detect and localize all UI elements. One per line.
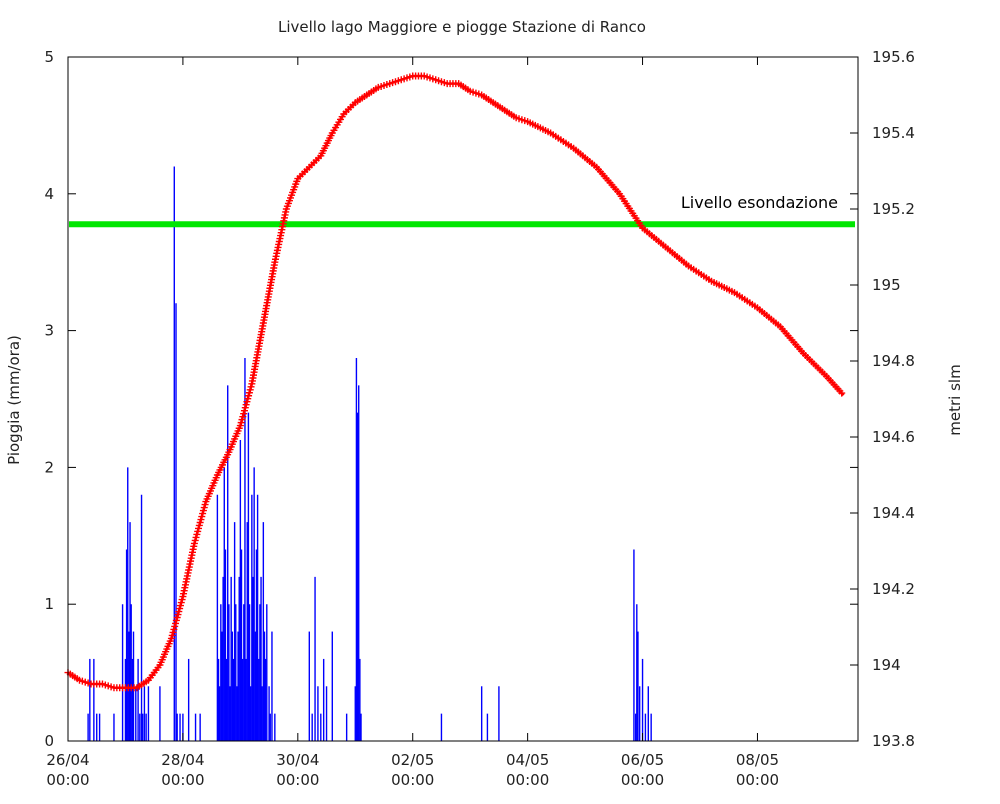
y2-tick-label: 195 (872, 276, 901, 294)
y-axis-title: Pioggia (mm/ora) (5, 335, 23, 465)
x-tick-label-time: 00:00 (736, 771, 779, 789)
x-tick-label-time: 00:00 (621, 771, 664, 789)
x-tick-label-time: 00:00 (46, 771, 89, 789)
y2-tick-label: 194.8 (872, 352, 915, 370)
y-tick-label: 1 (44, 595, 54, 613)
plot-border (67, 56, 859, 742)
x-tick-label-date: 02/05 (391, 751, 434, 769)
y2-tick-label: 194.2 (872, 580, 915, 598)
x-tick-label-date: 26/04 (46, 751, 89, 769)
x-tick-label-date: 28/04 (161, 751, 204, 769)
level-series (64, 72, 846, 692)
y-tick-label: 3 (44, 322, 54, 340)
axis-ticks: 0 1 2 3 4 5 193.8 194 194.2 194.4 194.6 194.8 195 195… (44, 48, 915, 789)
y-tick-label: 4 (44, 185, 54, 203)
y2-axis-title: metri slm (946, 364, 964, 435)
y2-tick-label: 195.2 (872, 200, 915, 218)
y2-tick-label: 193.8 (872, 732, 915, 750)
plot-frame (67, 56, 859, 742)
y2-tick-label: 195.6 (872, 48, 915, 66)
chart-title: Livello lago Maggiore e piogge Stazione … (278, 18, 646, 36)
rain-series (87, 166, 652, 741)
y2-tick-label: 195.4 (872, 124, 915, 142)
y-tick-label: 2 (44, 458, 54, 476)
y2-tick-label: 194.4 (872, 504, 915, 522)
threshold-label: Livello esondazione (681, 193, 838, 212)
x-tick-label-time: 00:00 (161, 771, 204, 789)
x-tick-label-date: 06/05 (621, 751, 664, 769)
x-tick-label-time: 00:00 (276, 771, 319, 789)
x-tick-label-date: 30/04 (276, 751, 319, 769)
x-tick-label-date: 08/05 (736, 751, 779, 769)
x-tick-label-time: 00:00 (391, 771, 434, 789)
x-tick-label-time: 00:00 (506, 771, 549, 789)
x-tick-label-date: 04/05 (506, 751, 549, 769)
y2-tick-label: 194.6 (872, 428, 915, 446)
level-point (838, 389, 846, 397)
y-tick-label: 5 (44, 48, 54, 66)
y2-tick-label: 194 (872, 656, 901, 674)
y-tick-label: 0 (44, 732, 54, 750)
